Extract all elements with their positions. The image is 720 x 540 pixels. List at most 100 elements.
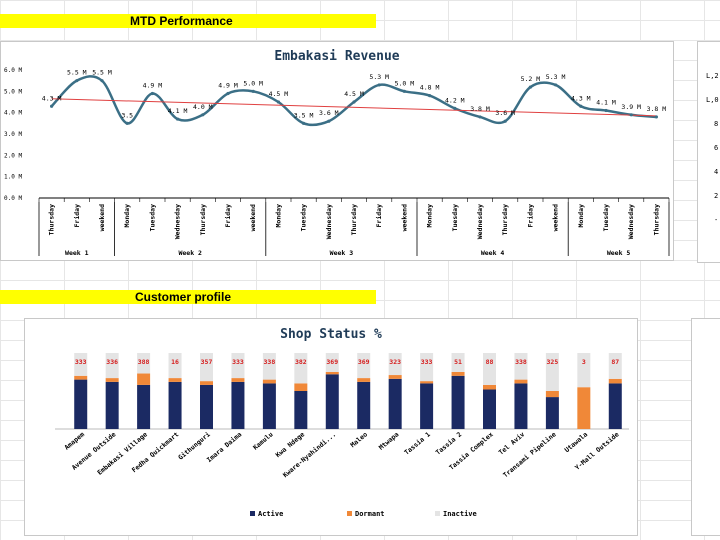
inactive-data-label: 87 — [611, 358, 619, 366]
inactive-data-label: 325 — [547, 358, 559, 366]
x-day-label: Tuesday — [300, 204, 308, 231]
week-label: Week 2 — [178, 249, 202, 257]
bar-segment-inactive — [200, 353, 213, 382]
data-point — [327, 119, 331, 123]
y-tick-label: 5.0 M — [4, 88, 22, 95]
bar-segment-inactive — [514, 353, 528, 380]
bar-segment-dormant — [231, 378, 245, 382]
x-category-label: Transami Pipeline — [502, 430, 558, 479]
x-day-label: Friday — [73, 204, 81, 228]
x-day-label: Monday — [274, 204, 282, 228]
bar-segment-inactive — [168, 353, 182, 379]
x-day-label: Wednesday — [627, 204, 635, 239]
data-label: 5.2 M — [521, 75, 541, 83]
bar-segment-active — [200, 384, 213, 429]
inactive-data-label: 369 — [358, 358, 370, 366]
data-point — [453, 106, 457, 110]
bar-segment-active — [608, 383, 622, 429]
data-point — [377, 83, 381, 87]
data-point — [302, 121, 306, 125]
bar-segment-active — [388, 378, 402, 429]
x-day-label: Tuesday — [602, 204, 610, 231]
data-label: 4.1 M — [168, 107, 188, 115]
data-label: 3.5 — [121, 111, 133, 119]
x-day-label: weekend — [400, 204, 408, 231]
bar-segment-dormant — [168, 378, 182, 382]
bar-segment-dormant — [74, 375, 88, 380]
legend-swatch — [250, 511, 255, 516]
data-point — [478, 115, 482, 119]
inactive-data-label: 369 — [326, 358, 338, 366]
week-label: Week 1 — [65, 249, 89, 257]
x-day-label: Thursday — [652, 204, 660, 235]
side-chart-panel-bottom — [691, 318, 720, 536]
customer-banner-label: Customer profile — [135, 290, 232, 304]
bar-segment-dormant — [483, 384, 496, 390]
bar-segment-dormant — [200, 381, 213, 385]
data-point — [402, 89, 406, 93]
legend-swatch — [435, 511, 440, 516]
inactive-data-label: 336 — [106, 358, 118, 366]
bar-segment-active — [262, 383, 276, 429]
bar-segment-active — [74, 379, 88, 429]
data-point — [579, 104, 583, 108]
bar-segment-dormant — [262, 379, 276, 384]
inactive-data-label: 333 — [75, 358, 87, 366]
bar-segment-active — [420, 383, 434, 429]
x-day-label: Thursday — [199, 204, 207, 235]
inactive-data-label: 357 — [201, 358, 213, 366]
x-category-label: Tassia 1 — [403, 430, 432, 456]
customer-banner: Customer profile — [0, 290, 376, 304]
shop-status-panel: Shop Status % 333 Amapem 336 Avenue Outside 3… — [24, 318, 638, 536]
data-point — [201, 113, 205, 117]
data-label: 4.5 M — [269, 90, 289, 98]
data-point — [251, 89, 255, 93]
data-label: 3.6 M — [495, 109, 515, 117]
x-day-label: weekend — [249, 204, 257, 231]
bar-segment-inactive — [325, 353, 339, 372]
bar-segment-inactive — [483, 353, 496, 385]
bar-segment-inactive — [74, 353, 88, 376]
inactive-data-label: 51 — [454, 358, 462, 366]
side-tick-label: 6 — [714, 144, 719, 152]
data-point — [125, 121, 129, 125]
bar-segment-active — [168, 381, 182, 429]
data-label: 4.0 M — [193, 103, 213, 111]
data-point — [428, 94, 432, 98]
data-label: 4.2 M — [445, 96, 465, 104]
legend-label: Dormant — [355, 510, 385, 518]
data-label: 3.8 M — [647, 105, 667, 113]
bar-segment-active — [294, 391, 308, 429]
x-day-label: weekend — [98, 204, 106, 231]
y-tick-label: 3.0 M — [4, 131, 22, 138]
bar-segment-dormant — [325, 372, 339, 375]
data-point — [50, 104, 54, 108]
bar-segment-inactive — [420, 353, 434, 382]
x-day-label: Thursday — [501, 204, 509, 235]
bar-segment-dormant — [388, 375, 402, 379]
bar-segment-dormant — [105, 378, 119, 382]
week-label: Week 4 — [481, 249, 505, 257]
bar-segment-dormant — [420, 381, 434, 384]
bar-segment-active — [514, 383, 528, 429]
x-day-label: Thursday — [350, 204, 358, 235]
bar-segment-inactive — [137, 353, 151, 374]
data-label: 3.6 M — [319, 109, 339, 117]
mtd-banner-label: MTD Performance — [130, 14, 233, 28]
x-day-label: Monday — [123, 204, 131, 228]
x-day-label: Tuesday — [148, 204, 156, 231]
x-category-label: Tel Aviv — [497, 430, 526, 456]
data-label: 4.9 M — [143, 81, 163, 89]
bar-segment-inactive — [262, 353, 276, 380]
data-point — [503, 119, 507, 123]
data-point — [150, 91, 154, 96]
data-label: 4.1 M — [596, 99, 616, 107]
data-label: 5.0 M — [395, 79, 415, 87]
x-category-label: Maleo — [349, 430, 369, 449]
side-tick-label: - — [714, 216, 719, 224]
bar-segment-inactive — [294, 353, 308, 384]
y-tick-label: 6.0 M — [4, 67, 22, 74]
x-day-label: weekend — [552, 204, 560, 231]
bar-segment-inactive — [545, 353, 559, 391]
bar-segment-inactive — [231, 353, 245, 379]
